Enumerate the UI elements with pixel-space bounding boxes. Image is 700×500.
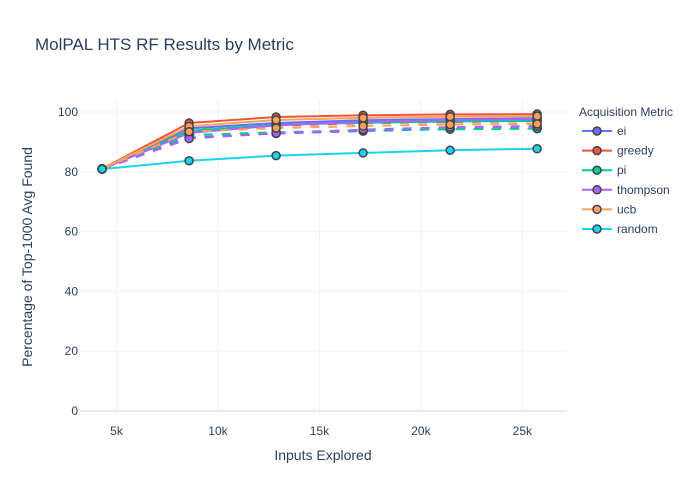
y-tick-label: 80	[65, 165, 79, 179]
x-tick-label: 20k	[411, 424, 431, 438]
point-random	[532, 143, 542, 154]
point-ucb	[271, 115, 281, 125]
x-axis-ticks: 5k 10k 15k 20k 25k	[110, 424, 533, 438]
legend[interactable]: Acquisition Metric ei greedy pi thompson ucb…	[579, 105, 673, 236]
legend-label-pi: pi	[617, 163, 626, 177]
legend-marker-random	[592, 224, 602, 234]
gridlines	[80, 100, 567, 414]
series-line-ucb-dashed	[101, 122, 538, 170]
point-random	[271, 150, 281, 161]
x-tick-label: 25k	[513, 424, 533, 438]
legend-label-ucb: ucb	[617, 202, 637, 216]
legend-item-ei[interactable]: ei	[582, 124, 626, 138]
point-ucb	[532, 119, 542, 129]
point-ucb	[184, 126, 194, 137]
series-markers	[97, 109, 542, 174]
legend-marker-greedy	[592, 145, 602, 156]
y-tick-label: 40	[65, 284, 79, 298]
legend-marker-thompson	[592, 185, 602, 195]
legend-marker-ei	[592, 126, 602, 136]
point-random	[358, 148, 368, 158]
series-line-random	[102, 147, 538, 171]
y-tick-label: 20	[65, 344, 79, 358]
x-axis-label: Inputs Explored	[274, 447, 371, 463]
point-random	[445, 145, 455, 155]
point-ucb	[271, 123, 281, 133]
point-ucb	[358, 121, 368, 131]
series-line-ucb	[101, 115, 538, 170]
legend-label-thompson: thompson	[617, 183, 670, 197]
legend-label-random: random	[617, 222, 658, 236]
legend-label-ei: ei	[617, 124, 626, 138]
legend-item-greedy[interactable]: greedy	[582, 144, 654, 158]
point-ucb	[532, 111, 542, 121]
legend-marker-ucb	[592, 204, 602, 215]
legend-item-ucb[interactable]: ucb	[582, 202, 637, 216]
x-tick-label: 15k	[310, 424, 330, 438]
y-tick-label: 100	[58, 105, 78, 119]
legend-item-thompson[interactable]: thompson	[582, 183, 670, 197]
legend-item-random[interactable]: random	[582, 222, 658, 236]
series-line-thompson-dashed	[101, 125, 538, 171]
point-ucb	[358, 113, 368, 123]
x-tick-label: 10k	[208, 424, 228, 438]
y-tick-label: 0	[71, 404, 78, 418]
chart-title: MolPAL HTS RF Results by Metric	[35, 35, 294, 54]
y-tick-label: 60	[65, 225, 79, 239]
legend-item-pi[interactable]: pi	[582, 163, 626, 177]
series-lines	[101, 113, 538, 171]
legend-marker-pi	[592, 165, 602, 175]
point-ucb	[445, 119, 455, 130]
point-ucb	[445, 111, 455, 122]
x-tick-label: 5k	[110, 424, 124, 438]
y-axis-label: Percentage of Top-1000 Avg Found	[19, 147, 35, 367]
y-axis-ticks: 0 20 40 60 80 100	[58, 105, 78, 418]
legend-title: Acquisition Metric	[579, 105, 673, 119]
legend-label-greedy: greedy	[617, 144, 654, 158]
series-line-greedy	[101, 113, 538, 170]
point-random	[184, 155, 194, 166]
point-random	[97, 164, 107, 174]
